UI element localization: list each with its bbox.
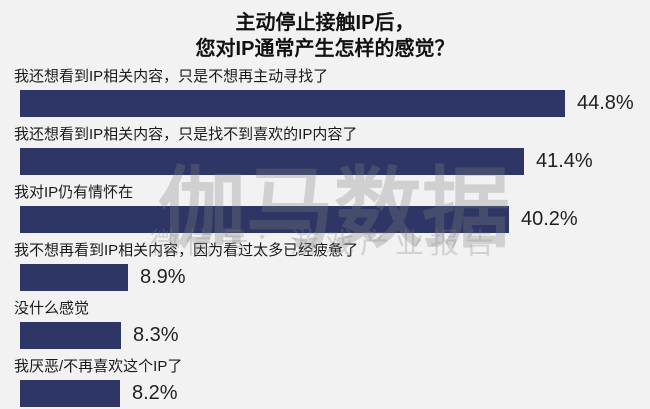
bar-category-label: 我对IP仍有情怀在 xyxy=(14,184,134,201)
chart-title-line1: 主动停止接触IP后， xyxy=(235,12,415,34)
bar-category-label: 我厌恶/不再喜欢这个IP了 xyxy=(14,358,183,375)
bar-row: 我还想看到IP相关内容，只是不想再主动寻找了 44.8% xyxy=(0,66,650,117)
bar xyxy=(20,264,128,291)
bar xyxy=(20,380,120,407)
bar-value-label: 8.3% xyxy=(133,324,179,346)
chart-title-line2: 您对IP通常产生怎样的感觉？ xyxy=(195,38,455,60)
bar-row: 我厌恶/不再喜欢这个IP了 8.2% xyxy=(0,356,650,407)
bar xyxy=(20,322,121,349)
bar xyxy=(20,206,509,233)
chart-title: 主动停止接触IP后， 您对IP通常产生怎样的感觉？ xyxy=(0,0,650,62)
bar-category-label: 没什么感觉 xyxy=(14,300,90,317)
bar-value-label: 41.4% xyxy=(536,150,593,172)
bar xyxy=(20,90,565,117)
bar-rows: 我还想看到IP相关内容，只是不想再主动寻找了 44.8% 我还想看到IP相关内容… xyxy=(0,66,650,409)
bar-row: 我对IP仍有情怀在 40.2% xyxy=(0,182,650,233)
bar-line: 8.9% xyxy=(20,264,650,291)
bar-category-label: 我还想看到IP相关内容，只是不想再主动寻找了 xyxy=(14,68,329,85)
bar-row: 没什么感觉 8.3% xyxy=(0,298,650,349)
bar-line: 41.4% xyxy=(20,148,650,175)
bar-category-label: 我还想看到IP相关内容，只是找不到喜欢的IP内容了 xyxy=(14,126,358,143)
bar-line: 8.3% xyxy=(20,322,650,349)
bar xyxy=(20,148,524,175)
bar-value-label: 40.2% xyxy=(521,208,578,230)
bar-row: 我还想看到IP相关内容，只是找不到喜欢的IP内容了 41.4% xyxy=(0,124,650,175)
bar-value-label: 44.8% xyxy=(577,92,634,114)
bar-row: 我不想再看到IP相关内容，因为看过太多已经疲惫了 8.9% xyxy=(0,240,650,291)
bar-line: 44.8% xyxy=(20,90,650,117)
bar-category-label: 我不想再看到IP相关内容，因为看过太多已经疲惫了 xyxy=(14,242,359,259)
bar-value-label: 8.9% xyxy=(140,266,186,288)
bar-line: 40.2% xyxy=(20,206,650,233)
bar-line: 8.2% xyxy=(20,380,650,407)
bar-value-label: 8.2% xyxy=(132,382,178,404)
